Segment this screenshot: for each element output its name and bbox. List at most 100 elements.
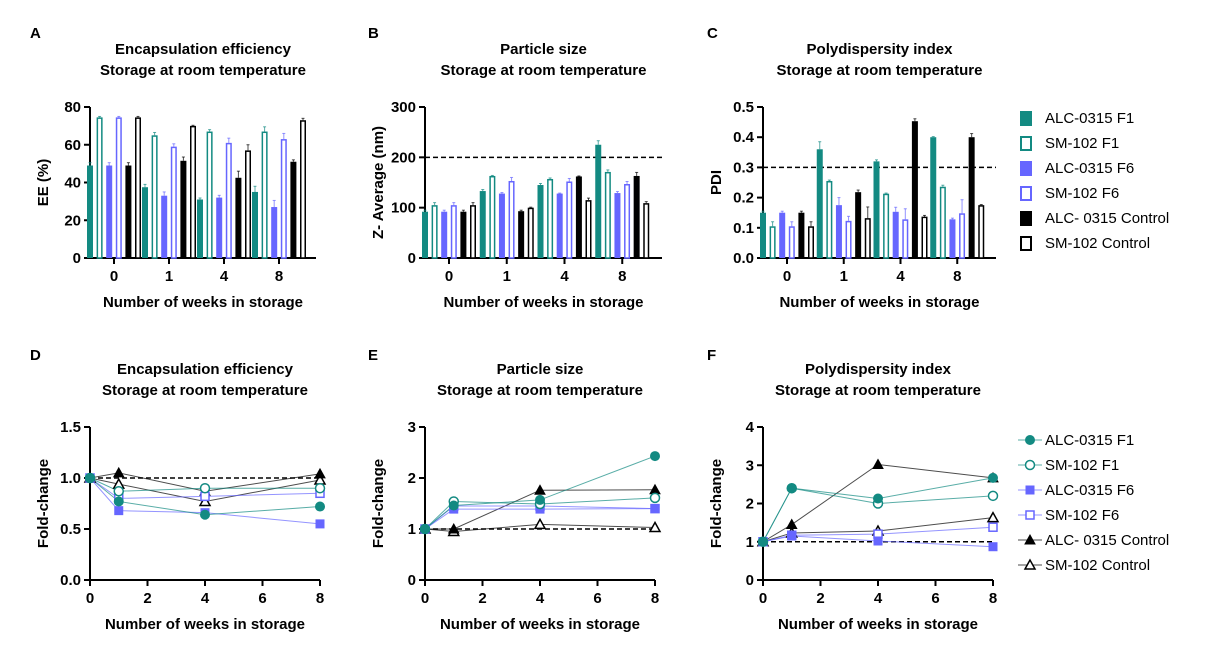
panel-letter: B: [368, 25, 379, 42]
data-point: [113, 486, 124, 497]
bar: [845, 220, 852, 259]
y-tick-label: 0: [746, 572, 754, 589]
y-tick-label: 0.3: [733, 159, 754, 176]
panel-letter: E: [368, 347, 378, 364]
series-line: [762, 463, 994, 543]
bar: [949, 219, 956, 258]
bar: [225, 142, 232, 259]
legend-item: ALC-0315 F1: [1020, 110, 1134, 127]
chart-subtitle: Storage at room temperature: [441, 62, 647, 79]
y-tick-label: 1.0: [60, 470, 81, 487]
y-axis-label: Fold-change: [708, 459, 725, 548]
legend-marker: [1025, 485, 1035, 495]
bar: [261, 131, 268, 259]
bar: [300, 120, 306, 259]
y-tick-label: 0.5: [60, 521, 81, 538]
legend-label: SM-102 F1: [1045, 135, 1119, 152]
data-point: [535, 494, 545, 505]
data-point: [987, 490, 999, 502]
bar: [441, 211, 448, 258]
data-point: [648, 520, 662, 533]
x-tick-label: 4: [560, 268, 569, 285]
bar: [216, 197, 223, 258]
bar: [892, 211, 899, 258]
x-tick-label: 0: [110, 268, 118, 285]
bar: [855, 192, 862, 258]
data-point: [988, 522, 998, 532]
bar: [170, 146, 177, 259]
bar: [643, 203, 650, 259]
legend-item: ALC-0315 F6: [1020, 160, 1134, 177]
legend-item: ALC-0315 F6: [1018, 482, 1134, 499]
legend-item: SM-102 Control: [1018, 557, 1150, 574]
x-tick-label: 4: [896, 268, 905, 285]
x-tick-label: 8: [953, 268, 961, 285]
data-point: [199, 482, 211, 494]
bar: [489, 175, 496, 259]
series-line: [89, 477, 321, 525]
y-tick-label: 0: [408, 250, 416, 267]
data-point: [785, 518, 798, 530]
bar: [556, 193, 563, 258]
x-tick-label: 6: [258, 590, 266, 607]
legend-label: SM-102 F6: [1045, 185, 1119, 202]
bar: [125, 165, 132, 258]
data-point: [112, 466, 125, 478]
x-axis-label: Number of weeks in storage: [105, 616, 305, 633]
legend-marker: [1025, 510, 1035, 520]
data-point: [314, 467, 326, 479]
x-tick-label: 2: [143, 590, 151, 607]
bar: [518, 211, 525, 258]
bar: [460, 211, 467, 258]
legend-item: SM-102 F6: [1018, 507, 1119, 524]
chart-subtitle: Storage at room temperature: [437, 382, 643, 399]
bar: [508, 180, 515, 259]
legend-label: ALC-0315 F6: [1045, 482, 1134, 499]
chart-subtitle: Storage at room temperature: [775, 382, 981, 399]
series-line: [424, 523, 656, 533]
panel-F: F Polydispersity index Storage at room tem…: [707, 347, 1000, 633]
panel-letter: C: [707, 25, 718, 42]
legend-label: SM-102 Control: [1045, 235, 1150, 252]
bar: [604, 171, 611, 259]
x-tick-label: 0: [421, 590, 429, 607]
data-point: [114, 506, 124, 516]
x-tick-label: 0: [759, 590, 767, 607]
y-tick-label: 2: [408, 470, 416, 487]
bar: [883, 193, 890, 259]
y-tick-label: 300: [391, 99, 416, 116]
data-point: [988, 472, 998, 483]
data-point: [873, 536, 883, 546]
data-point: [315, 519, 325, 529]
bar: [151, 135, 158, 259]
chart-title: Polydispersity index: [805, 361, 952, 378]
bar: [479, 191, 486, 258]
bar: [431, 205, 438, 259]
y-tick-label: 40: [64, 175, 81, 192]
legend-swatch: [1020, 211, 1032, 226]
x-axis-label: Number of weeks in storage: [443, 294, 643, 311]
panel-C: C Polydispersity index Storage at room tem…: [707, 25, 996, 311]
bar: [959, 213, 966, 259]
legend-swatch: [1020, 161, 1032, 176]
y-tick-label: 0: [73, 250, 81, 267]
bar: [816, 149, 823, 258]
x-tick-label: 1: [503, 268, 511, 285]
panel-letter: D: [30, 347, 41, 364]
bar: [788, 226, 795, 259]
bar: [161, 195, 168, 258]
bar: [939, 186, 946, 259]
data-point: [314, 482, 326, 494]
legend-label: ALC-0315 F6: [1045, 160, 1134, 177]
bar-legend: ALC-0315 F1 SM-102 F1 ALC-0315 F6 SM-102 F6…: [1020, 110, 1169, 252]
x-tick-label: 8: [316, 590, 324, 607]
x-tick-label: 8: [989, 590, 997, 607]
legend-label: SM-102 F6: [1045, 507, 1119, 524]
bar: [206, 131, 213, 259]
bar: [769, 226, 776, 259]
data-point: [533, 517, 547, 530]
bar: [280, 139, 287, 259]
bar: [271, 207, 278, 258]
x-tick-label: 2: [816, 590, 824, 607]
bar: [566, 181, 573, 259]
